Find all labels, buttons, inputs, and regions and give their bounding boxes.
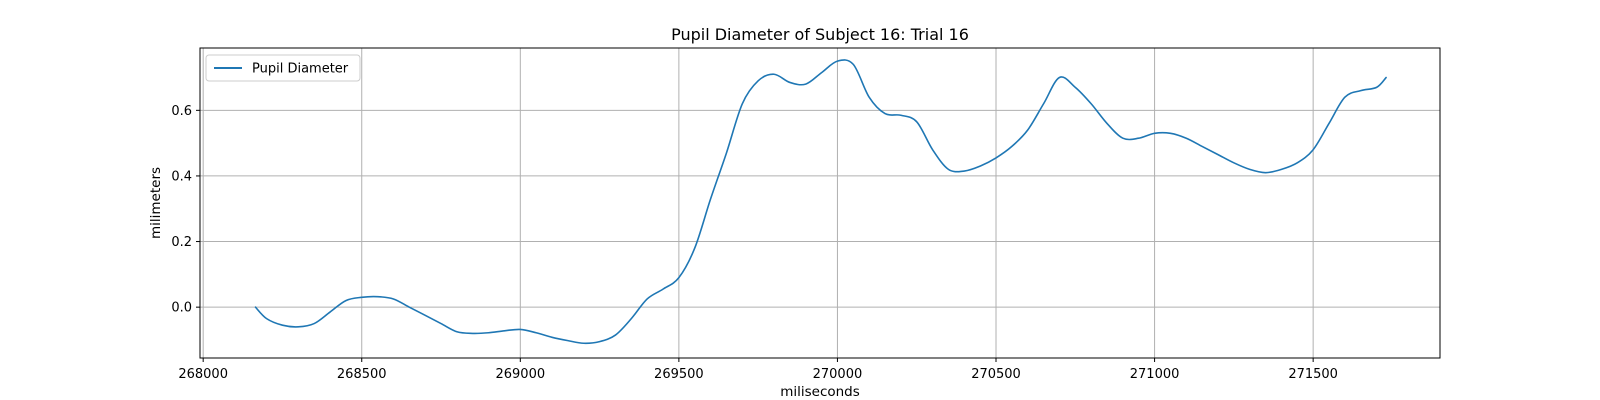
legend-box <box>205 54 361 82</box>
grid-lines <box>200 48 1440 358</box>
legend-label: Pupil Diameter <box>252 62 349 77</box>
y-tick-label: 0.0 <box>171 301 192 316</box>
chart-title: Pupil Diameter of Subject 16: Trial 16 <box>671 25 969 44</box>
x-tick-label: 268500 <box>337 367 387 382</box>
legend: Pupil Diameter <box>205 54 361 82</box>
y-tick-label: 0.2 <box>171 235 192 250</box>
x-tick-label: 270000 <box>813 367 863 382</box>
x-tick-label: 271000 <box>1130 367 1180 382</box>
x-tick-label: 269500 <box>654 367 704 382</box>
y-axis-ticks: 0.0 0.2 0.4 0.6 <box>171 104 200 316</box>
x-axis-ticks: 268000 268500 269000 269500 270000 270500 2710… <box>178 358 1338 382</box>
plot-frame <box>199 47 1441 359</box>
series-layer <box>254 59 1387 345</box>
y-tick-label: 0.6 <box>171 104 192 119</box>
x-tick-label: 271500 <box>1288 367 1338 382</box>
x-tick-label: 268000 <box>178 367 228 382</box>
y-axis-label: milimeters <box>148 167 164 239</box>
plot-background <box>200 48 1440 358</box>
x-axis-label: miliseconds <box>780 384 860 400</box>
x-tick-label: 270500 <box>971 367 1021 382</box>
y-tick-label: 0.4 <box>171 169 192 184</box>
series-line <box>254 59 1387 345</box>
x-tick-label: 269000 <box>495 367 545 382</box>
